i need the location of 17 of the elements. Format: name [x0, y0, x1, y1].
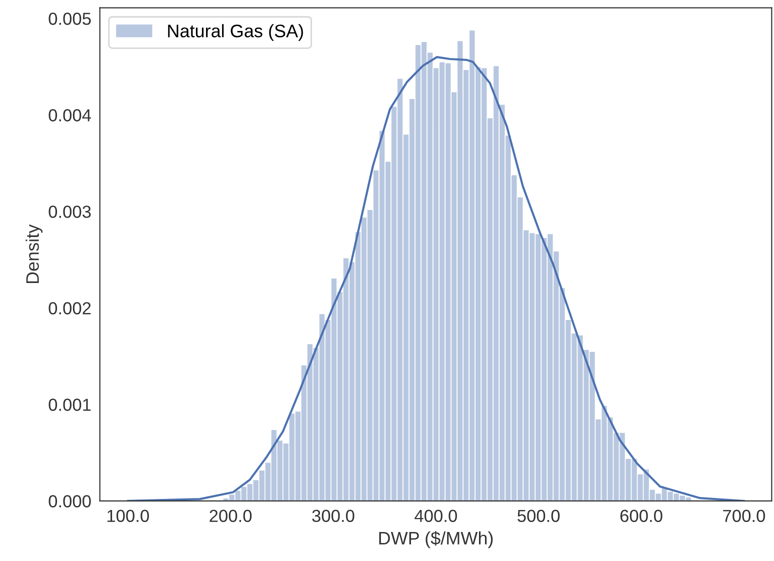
x-tick-label: 300.0	[312, 510, 354, 522]
y-tick-label: 0.003	[48, 206, 91, 218]
x-tick-label: 600.0	[620, 510, 662, 522]
x-axis-title: DWP ($/MWh)	[379, 531, 493, 548]
y-tick-label: 0.002	[48, 302, 91, 314]
legend-label: Natural Gas (SA)	[168, 24, 303, 41]
x-tick-label: 100.0	[107, 510, 149, 522]
y-tick-label: 0.004	[48, 109, 92, 122]
line-series	[126, 56, 745, 501]
x-tick-label: 400.0	[414, 510, 457, 522]
x-tick-label: 500.0	[518, 510, 560, 522]
y-axis-title: Density	[26, 224, 43, 284]
y-tick-label: 0.005	[48, 12, 91, 25]
x-tick-label: 200.0	[210, 510, 252, 522]
x-tick-label: 700.0	[723, 510, 765, 522]
y-tick-label: 0.000	[48, 495, 91, 508]
y-tick-label: 0.001	[48, 398, 91, 411]
